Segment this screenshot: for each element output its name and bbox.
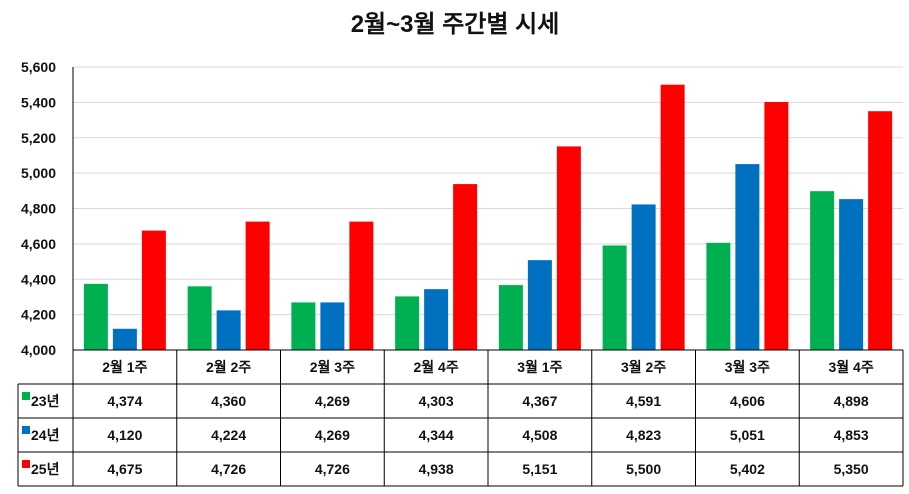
legend-label: 23년 <box>31 393 59 409</box>
y-tick-label: 5,400 <box>21 94 56 110</box>
bar-23년-3월 3주 <box>706 242 731 350</box>
x-category-label: 3월 4주 <box>829 359 874 375</box>
data-label: 4,726 <box>315 461 350 477</box>
bar-25년-2월 4주 <box>453 184 478 350</box>
data-label: 5,500 <box>626 461 661 477</box>
bar-25년-2월 1주 <box>141 230 166 350</box>
legend-label: 24년 <box>31 427 59 443</box>
data-label: 4,898 <box>834 393 869 409</box>
bar-25년-2월 3주 <box>349 221 374 350</box>
bar-24년-3월 2주 <box>631 204 656 350</box>
y-tick-label: 4,800 <box>21 201 56 217</box>
x-category-label: 3월 1주 <box>517 359 562 375</box>
bar-24년-3월 3주 <box>735 164 760 350</box>
bar-23년-3월 2주 <box>602 245 627 350</box>
bar-24년-2월 3주 <box>320 302 345 350</box>
data-label: 4,726 <box>211 461 246 477</box>
bar-25년-3월 4주 <box>868 111 893 350</box>
x-category-label: 2월 1주 <box>102 359 147 375</box>
data-label: 4,269 <box>315 427 350 443</box>
bar-25년-3월 3주 <box>764 102 789 351</box>
bar-23년-2월 1주 <box>83 283 108 350</box>
x-category-label: 2월 3주 <box>310 359 355 375</box>
bar-24년-3월 1주 <box>527 260 552 350</box>
data-label: 5,051 <box>730 427 765 443</box>
bar-25년-3월 1주 <box>556 146 581 350</box>
x-category-label: 2월 2주 <box>206 359 251 375</box>
data-label: 4,367 <box>522 393 557 409</box>
bar-23년-2월 4주 <box>395 296 420 350</box>
bar-24년-2월 1주 <box>112 328 137 350</box>
data-label: 4,344 <box>419 427 454 443</box>
y-tick-label: 4,200 <box>21 307 56 323</box>
y-tick-label: 5,000 <box>21 165 56 181</box>
bar-24년-3월 4주 <box>839 199 864 350</box>
legend-swatch-24년 <box>22 426 30 434</box>
data-label: 4,508 <box>522 427 557 443</box>
data-label: 4,120 <box>107 427 142 443</box>
x-category-label: 3월 2주 <box>621 359 666 375</box>
legend-swatch-25년 <box>22 460 30 468</box>
data-label: 4,591 <box>626 393 661 409</box>
chart-title: 2월~3월 주간별 시세 <box>351 11 560 38</box>
bar-24년-2월 4주 <box>424 289 449 350</box>
y-tick-label: 4,600 <box>21 236 56 252</box>
bar-23년-2월 3주 <box>291 302 316 350</box>
data-label: 4,606 <box>730 393 765 409</box>
bars <box>83 84 893 351</box>
data-label: 5,402 <box>730 461 765 477</box>
data-label: 4,374 <box>107 393 142 409</box>
bar-25년-2월 2주 <box>245 221 270 350</box>
bar-24년-2월 2주 <box>216 310 241 350</box>
y-tick-label: 5,200 <box>21 130 56 146</box>
data-label: 4,823 <box>626 427 661 443</box>
data-label: 4,303 <box>419 393 454 409</box>
x-category-label: 3월 3주 <box>725 359 770 375</box>
data-label: 4,269 <box>315 393 350 409</box>
bar-23년-2월 2주 <box>187 286 212 350</box>
data-label: 5,350 <box>834 461 869 477</box>
data-table: 2월 1주 2월 2주 2월 3주 2월 4주 3월 1주 3월 2주 3월 3주 3월 4주… <box>17 349 904 487</box>
legend-label: 25년 <box>31 461 59 477</box>
bar-23년-3월 1주 <box>498 285 523 350</box>
y-tick-label: 4,400 <box>21 271 56 287</box>
data-label: 5,151 <box>522 461 557 477</box>
legend-swatch-23년 <box>22 392 30 400</box>
data-label: 4,938 <box>419 461 454 477</box>
bar-25년-3월 2주 <box>660 84 685 350</box>
y-tick-label: 4,000 <box>21 342 56 358</box>
bar-23년-3월 4주 <box>810 191 835 350</box>
data-label: 4,360 <box>211 393 246 409</box>
y-tick-label: 5,600 <box>21 59 56 75</box>
data-label: 4,675 <box>107 461 142 477</box>
x-category-label: 2월 4주 <box>414 359 459 375</box>
data-label: 4,853 <box>834 427 869 443</box>
y-axis-ticks: 4,000 4,200 4,400 4,600 4,800 5,000 5,200 5,400… <box>21 59 56 358</box>
data-label: 4,224 <box>211 427 246 443</box>
